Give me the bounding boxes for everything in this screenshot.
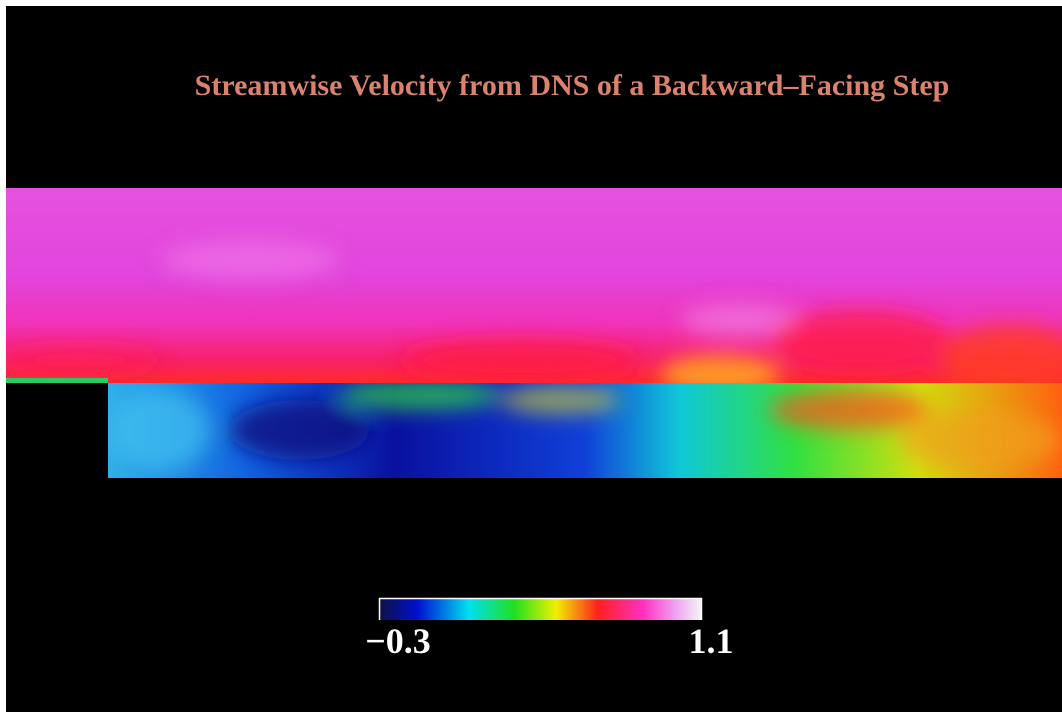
step-shear-layer (6, 378, 108, 383)
title: Streamwise Velocity from DNS of a Backwa… (195, 69, 950, 102)
colorbar-gradient (379, 599, 701, 620)
colorbar-max-label: 1.1 (689, 621, 734, 661)
page: Streamwise Velocity from DNS of a Backwa… (0, 0, 1062, 719)
visualization: Streamwise Velocity from DNS of a Backwa… (0, 0, 1062, 719)
flow-field (0, 188, 1062, 478)
colorbar-min-label: −0.3 (365, 621, 431, 661)
